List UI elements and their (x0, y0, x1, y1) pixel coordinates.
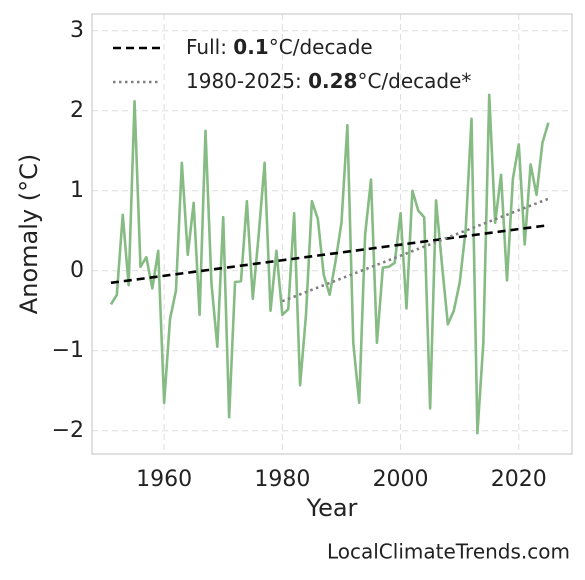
x-tick-label: 1980 (254, 467, 310, 492)
legend-text-part: °C/decade (269, 35, 373, 59)
y-tick-label: 0 (70, 258, 84, 283)
x-axis-label: Year (306, 494, 358, 522)
y-tick-label: 1 (70, 178, 84, 203)
legend-label: 1980-2025: 0.28°C/decade* (186, 69, 471, 93)
legend-text-part: 1980-2025: (186, 69, 308, 93)
x-tick-label: 2000 (373, 467, 429, 492)
legend-text-part: °C/decade* (357, 69, 471, 93)
trend-line (110, 223, 549, 285)
x-tick-label: 2020 (491, 467, 547, 492)
legend-text-part: 0.1 (233, 35, 268, 59)
plot-frame (91, 13, 573, 455)
y-tick-label: −1 (52, 338, 84, 363)
legend-text-part: Full: (186, 35, 233, 59)
y-tick-label: 2 (70, 98, 84, 123)
y-tick-label: 3 (70, 18, 84, 43)
legend-text-part: 0.28 (308, 69, 357, 93)
legend-label: Full: 0.1°C/decade (186, 35, 373, 59)
y-axis-label: Anomaly (°C) (15, 154, 43, 314)
x-tick-label: 1960 (136, 467, 192, 492)
y-tick-label: −2 (52, 418, 84, 443)
watermark: LocalClimateTrends.com (327, 540, 570, 564)
data-line (109, 93, 550, 435)
